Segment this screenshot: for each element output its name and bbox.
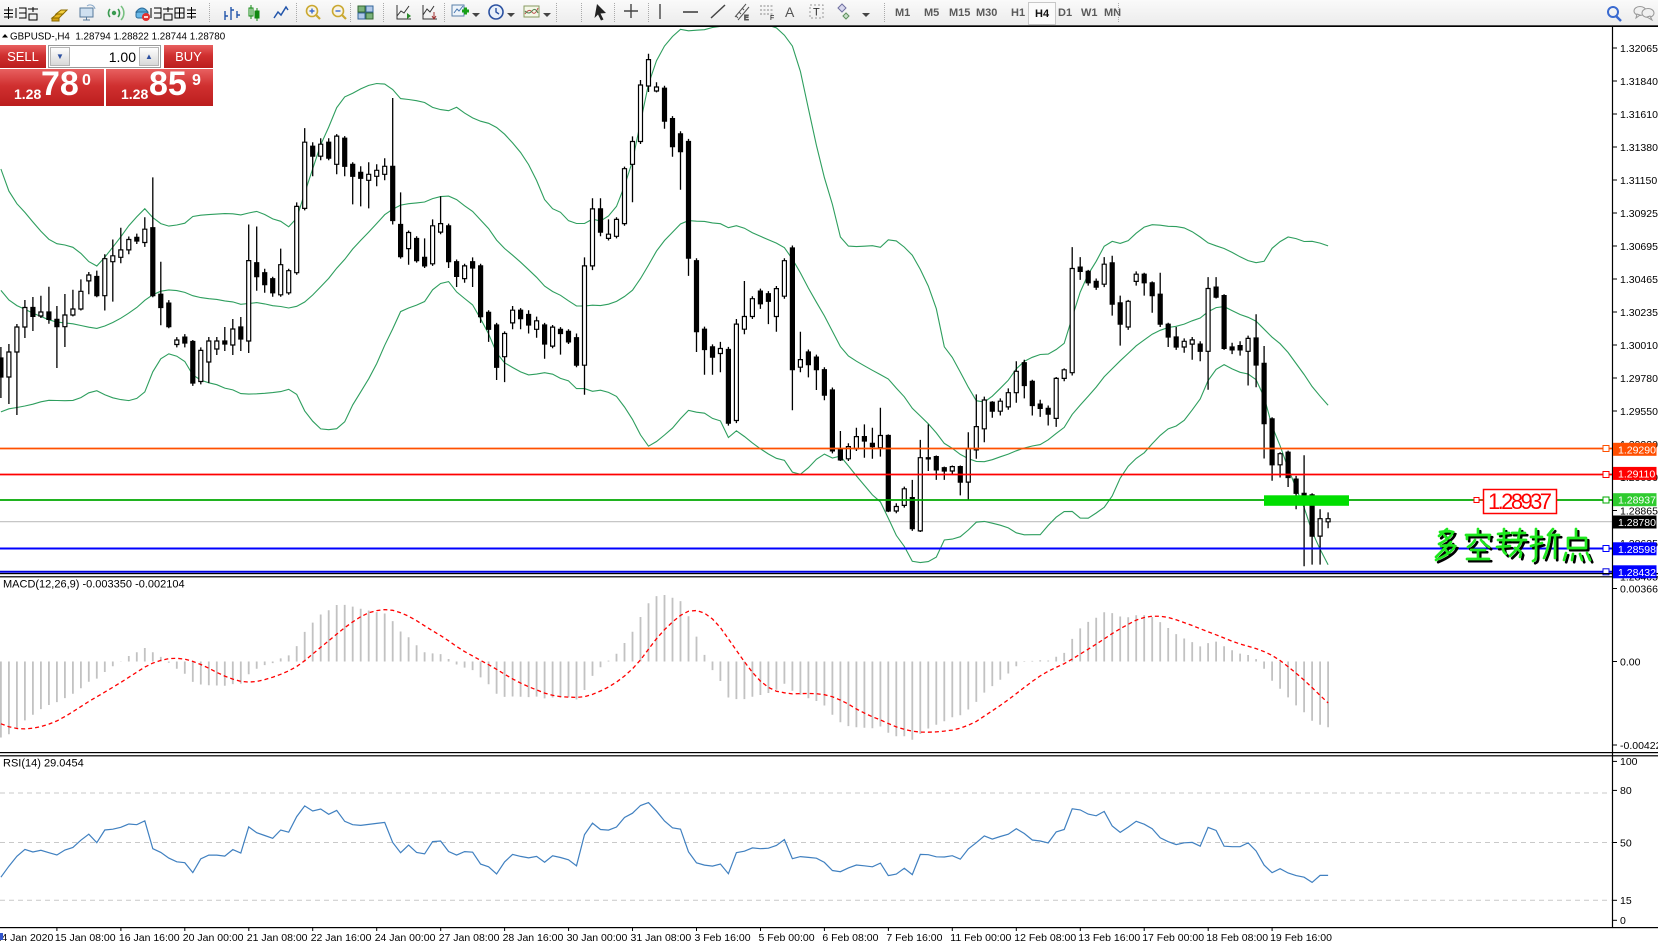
svg-text:1.30925: 1.30925 bbox=[1620, 208, 1658, 220]
svg-text:1.28432: 1.28432 bbox=[1618, 567, 1656, 579]
svg-text:-0.00422: -0.00422 bbox=[1620, 740, 1658, 752]
svg-text:0: 0 bbox=[1620, 915, 1626, 927]
svg-text:E: E bbox=[744, 15, 749, 22]
svg-text:F: F bbox=[770, 15, 774, 22]
svg-text:28 Jan 16:00: 28 Jan 16:00 bbox=[503, 932, 564, 944]
svg-text:A: A bbox=[785, 4, 795, 20]
svg-text:1.30465: 1.30465 bbox=[1620, 274, 1658, 286]
svg-text:15 Jan 08:00: 15 Jan 08:00 bbox=[55, 932, 116, 944]
svg-text:19 Feb 16:00: 19 Feb 16:00 bbox=[1270, 932, 1332, 944]
svg-text:1.30235: 1.30235 bbox=[1620, 307, 1658, 319]
svg-text:14 Jan 2020: 14 Jan 2020 bbox=[0, 932, 53, 944]
svg-text:13 Feb 16:00: 13 Feb 16:00 bbox=[1078, 932, 1140, 944]
svg-text:20 Jan 00:00: 20 Jan 00:00 bbox=[183, 932, 244, 944]
svg-text:11 Feb 00:00: 11 Feb 00:00 bbox=[950, 932, 1011, 944]
svg-text:1.28937: 1.28937 bbox=[1618, 495, 1656, 507]
svg-text:6 Feb 08:00: 6 Feb 08:00 bbox=[822, 932, 878, 944]
svg-text:22 Jan 16:00: 22 Jan 16:00 bbox=[311, 932, 372, 944]
svg-text:MACD(12,26,9) -0.003350 -0.002: MACD(12,26,9) -0.003350 -0.002104 bbox=[3, 579, 185, 591]
svg-text:21 Jan 08:00: 21 Jan 08:00 bbox=[247, 932, 308, 944]
svg-text:1.29110: 1.29110 bbox=[1618, 468, 1655, 480]
svg-text:18 Feb 08:00: 18 Feb 08:00 bbox=[1206, 932, 1268, 944]
svg-text:GBPUSD-,H4 1.28794 1.28822 1.: GBPUSD-,H4 1.28794 1.28822 1.28744 1.287… bbox=[10, 32, 226, 43]
svg-text:30 Jan 00:00: 30 Jan 00:00 bbox=[567, 932, 628, 944]
svg-text:1.31610: 1.31610 bbox=[1620, 109, 1658, 121]
svg-text:1.28865: 1.28865 bbox=[1620, 505, 1658, 517]
svg-text:1.31380: 1.31380 bbox=[1620, 142, 1658, 154]
svg-text:1.30695: 1.30695 bbox=[1620, 241, 1658, 253]
svg-text:0.003667: 0.003667 bbox=[1620, 583, 1658, 595]
svg-text:RSI(14) 29.0454: RSI(14) 29.0454 bbox=[3, 758, 84, 770]
svg-text:1.29780: 1.29780 bbox=[1620, 373, 1658, 385]
svg-text:15: 15 bbox=[1620, 895, 1632, 907]
svg-text:5 Feb 00:00: 5 Feb 00:00 bbox=[759, 932, 815, 944]
svg-text:1.32065: 1.32065 bbox=[1620, 43, 1658, 55]
svg-text:100: 100 bbox=[1620, 756, 1638, 768]
svg-text:27 Jan 08:00: 27 Jan 08:00 bbox=[439, 932, 500, 944]
svg-text:0.00: 0.00 bbox=[1620, 656, 1641, 668]
svg-text:3 Feb 16:00: 3 Feb 16:00 bbox=[695, 932, 751, 944]
svg-text:16 Jan 16:00: 16 Jan 16:00 bbox=[119, 932, 180, 944]
svg-text:1.29290: 1.29290 bbox=[1618, 444, 1656, 456]
svg-text:1.31840: 1.31840 bbox=[1620, 76, 1658, 88]
svg-text:1.28598: 1.28598 bbox=[1618, 544, 1656, 556]
svg-text:1.28780: 1.28780 bbox=[1618, 517, 1656, 529]
svg-text:24 Jan 00:00: 24 Jan 00:00 bbox=[375, 932, 436, 944]
svg-text:1.28937: 1.28937 bbox=[1488, 489, 1552, 514]
svg-text:50: 50 bbox=[1620, 837, 1632, 849]
svg-text:1.30010: 1.30010 bbox=[1620, 340, 1658, 352]
svg-text:1.31150: 1.31150 bbox=[1620, 175, 1657, 187]
svg-text:7 Feb 16:00: 7 Feb 16:00 bbox=[886, 932, 942, 944]
svg-text:T: T bbox=[813, 7, 820, 19]
svg-text:31 Jan 08:00: 31 Jan 08:00 bbox=[631, 932, 692, 944]
svg-text:17 Feb 00:00: 17 Feb 00:00 bbox=[1142, 932, 1204, 944]
svg-text:1.29550: 1.29550 bbox=[1620, 406, 1658, 418]
svg-text:12 Feb 08:00: 12 Feb 08:00 bbox=[1014, 932, 1076, 944]
svg-text:80: 80 bbox=[1620, 785, 1632, 797]
